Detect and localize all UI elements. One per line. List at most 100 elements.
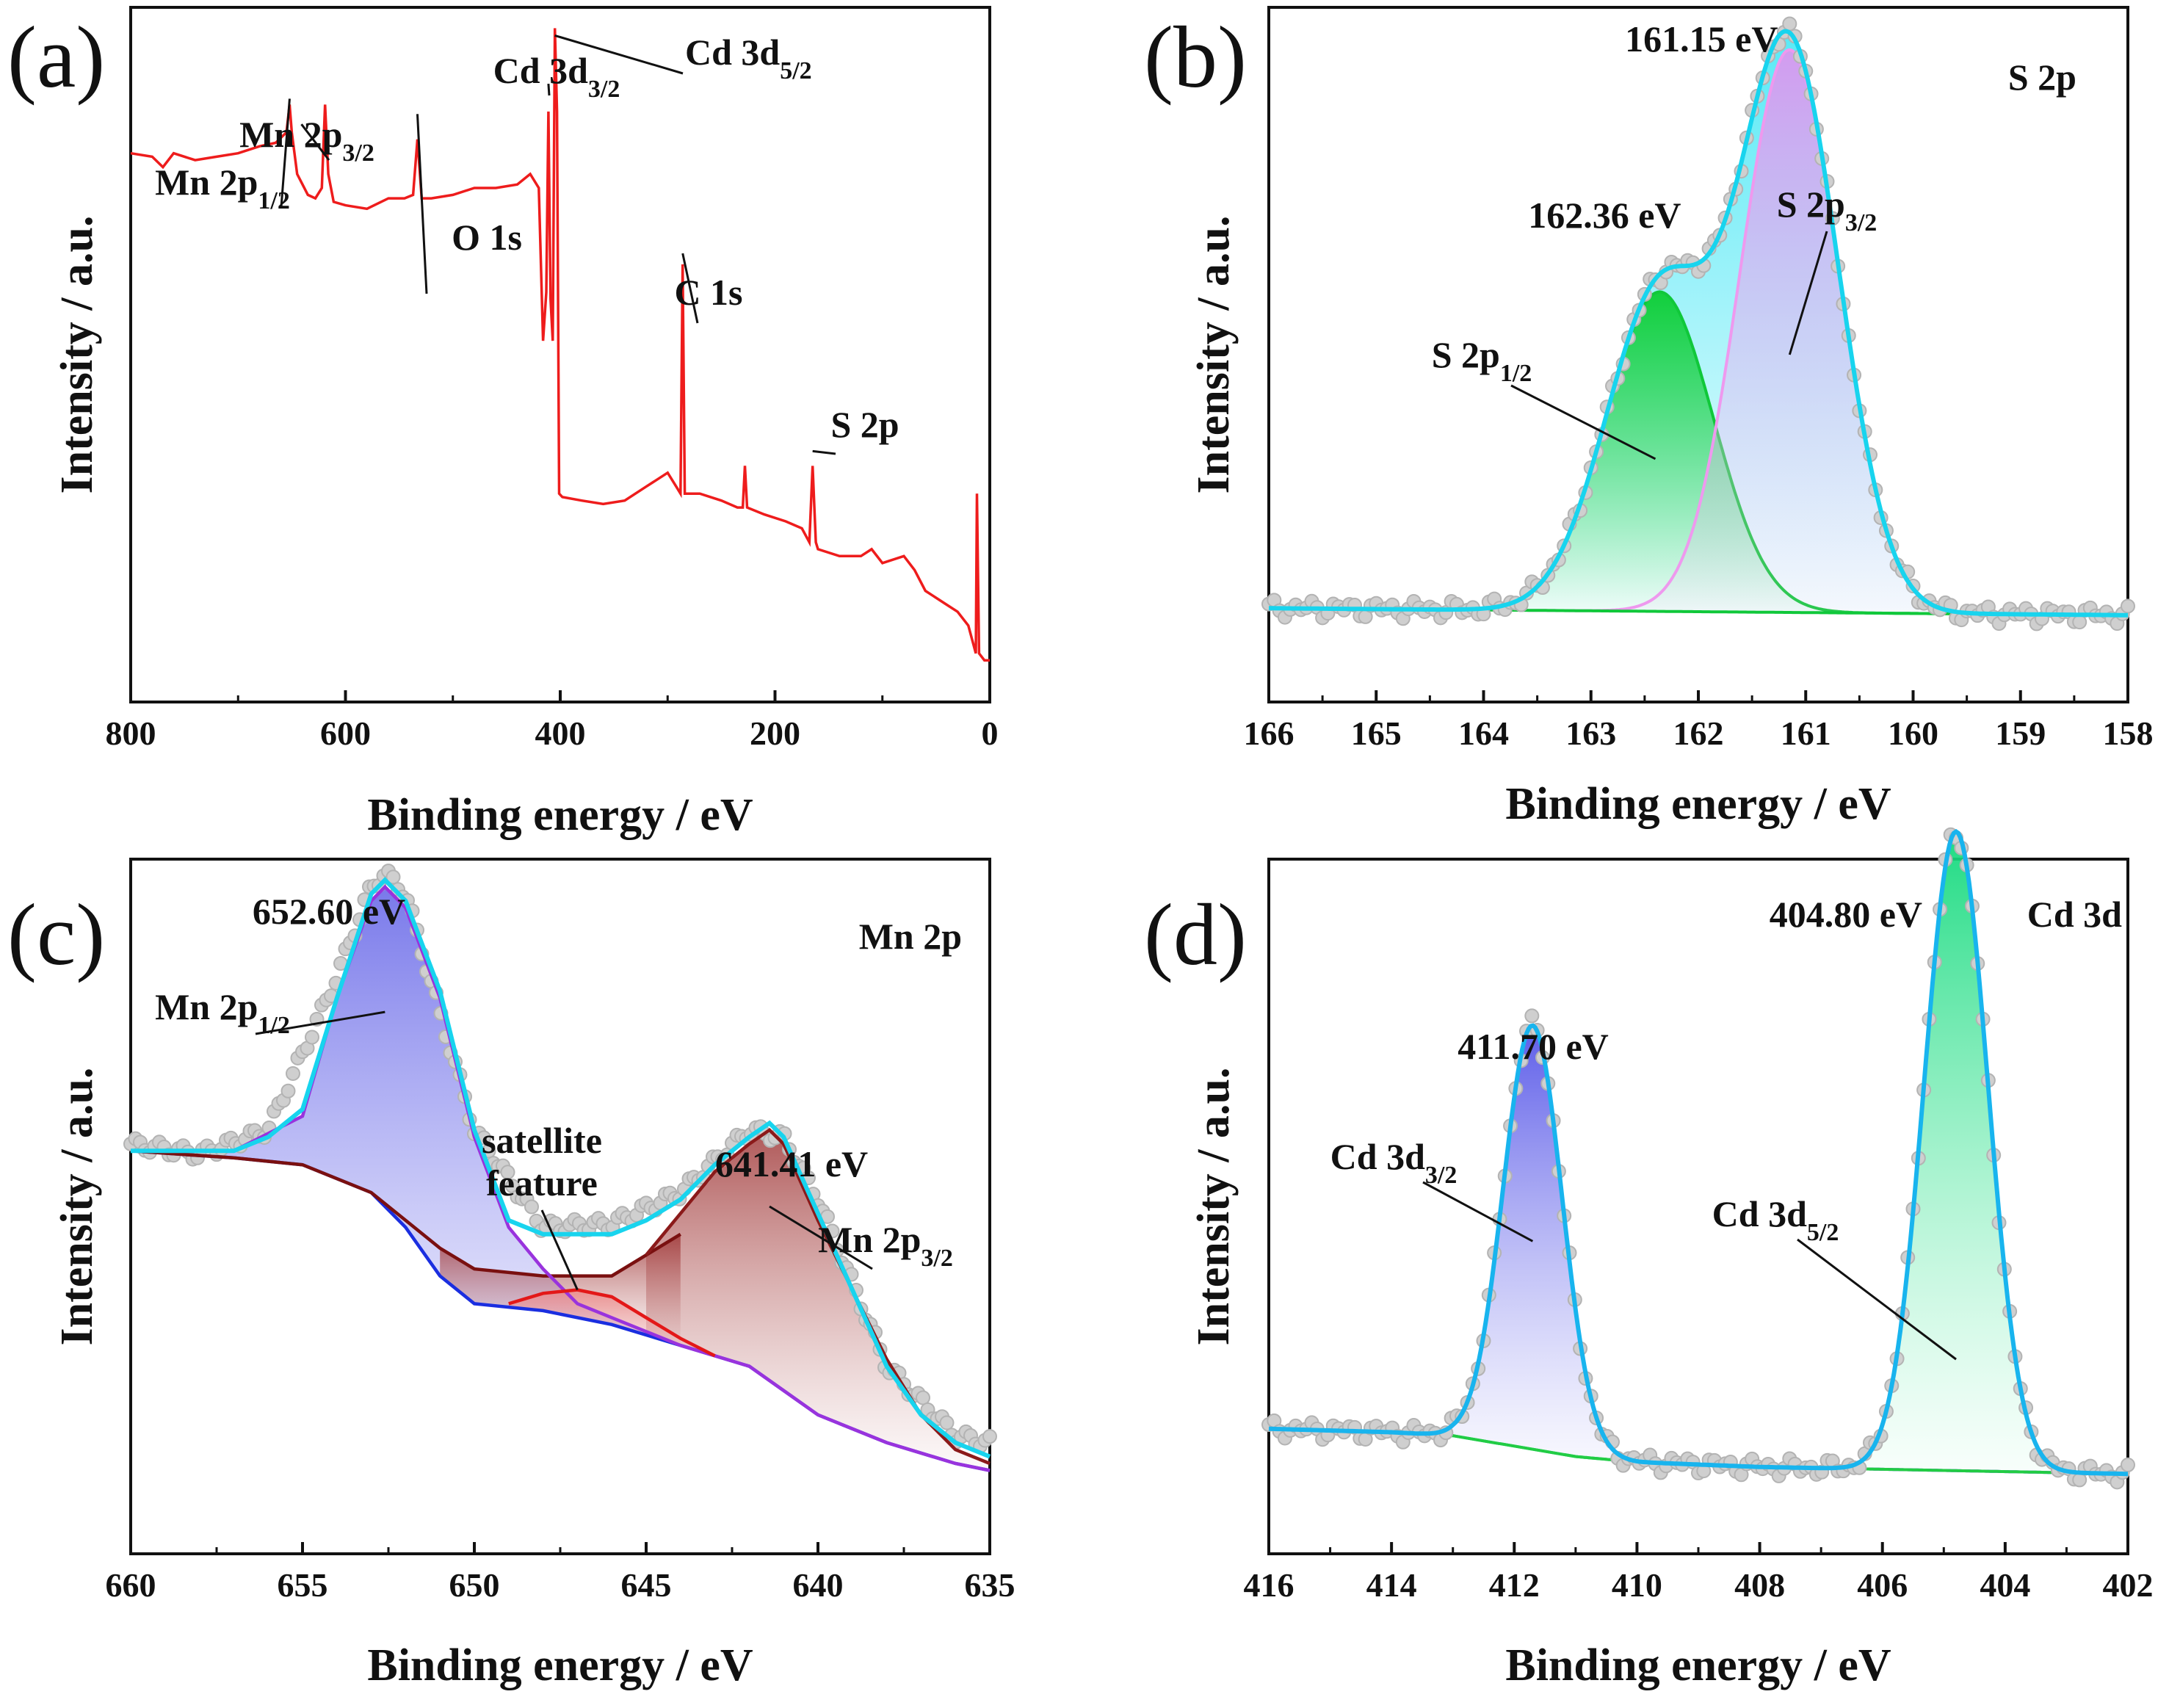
panel-b-plot [1261, 16, 2135, 632]
label-mn-2p32-leader-line [300, 123, 330, 161]
label-cd-3d52: Cd 3d5/2 [1712, 1193, 1839, 1246]
raw-data-point [280, 1083, 296, 1099]
label-s-2p12-leader-line [1510, 384, 1656, 460]
peak-label-162: 162.36 eV [1528, 195, 1681, 236]
raw-data-point [385, 869, 401, 885]
x-tick-label: 645 [621, 1566, 672, 1604]
label-mn-2p12-text: Mn 2p [155, 986, 258, 1027]
panel-d-title: Cd 3d [2027, 894, 2122, 935]
x-tick-label: 164 [1458, 714, 1509, 752]
label-mn-2p32-subscript: 3/2 [921, 1245, 952, 1272]
x-tick-label: 200 [750, 714, 800, 752]
label-cd-3d52: Cd 3d5/2 [685, 32, 812, 84]
survey-spectrum-line [130, 28, 990, 662]
label-mn-2p32-text: Mn 2p [818, 1219, 921, 1260]
x-tick-label: 160 [1888, 714, 1938, 752]
panel-b: 166 165 164 163 162 161 160 159 158 161.15 eV 162… [1244, 6, 2154, 752]
x-tick-label: 406 [1857, 1566, 1908, 1604]
peak-label-652: 652.60 eV [253, 891, 405, 932]
x-tick-label: 416 [1244, 1566, 1294, 1604]
panel-b-x-axis-label: Binding energy / eV [1505, 779, 1891, 829]
panel-c-plot [123, 864, 997, 1472]
raw-data-point [305, 1029, 319, 1045]
label-c-1s-text: C 1s [674, 272, 742, 313]
component-fill-2 [1269, 831, 2128, 1474]
label-s-2p12-subscript: 1/2 [1500, 360, 1532, 387]
peak-label-162-text: 162.36 eV [1528, 195, 1681, 236]
x-tick-label: 408 [1734, 1566, 1785, 1604]
raw-data-point [2121, 1457, 2135, 1472]
label-s-2p12-text: S 2p [1432, 334, 1500, 375]
label-cd-3d32-subscript: 3/2 [588, 76, 620, 103]
label-cd-3d32-leader-line [1422, 1181, 1534, 1242]
label-mn-2p12-subscript: 1/2 [258, 187, 289, 214]
mn-2p32-fill [646, 1129, 990, 1471]
x-tick-label: 800 [106, 714, 156, 752]
label-s-2p32-subscript: 3/2 [1845, 209, 1877, 236]
panel-b-label: (b) [1144, 8, 1247, 106]
label-cd-3d52-leader-line [554, 34, 684, 75]
label-mn-2p32-text: Mn 2p [239, 114, 342, 155]
panel-c-plot-frame [129, 858, 991, 1555]
label-c-1s: C 1s [674, 272, 742, 313]
label-s-2p32-text: S 2p [1777, 184, 1845, 225]
label-mn-2p12-leader-line [280, 98, 291, 208]
label-o-1s-text: O 1s [452, 217, 522, 258]
x-tick-label: 161 [1781, 714, 1831, 752]
panel-a-plot-frame [129, 6, 991, 703]
raw-data-point [1782, 16, 1797, 32]
label-s-2p-text: S 2p [830, 404, 899, 445]
peak-label-641: 641.41 eV [715, 1143, 868, 1184]
label-s-2p: S 2p [830, 404, 899, 445]
raw-data-point [982, 1429, 997, 1444]
raw-data-point [916, 1390, 930, 1405]
label-cd-3d32-text: Cd 3d [1330, 1136, 1425, 1177]
peak-label-411-text: 411.70 eV [1458, 1026, 1609, 1067]
x-tick-label: 410 [1612, 1566, 1662, 1604]
x-tick-label: 402 [2103, 1566, 2154, 1604]
panel-d: 416 414 412 410 408 406 404 402 411.70 eV 404.80… [1244, 827, 2154, 1604]
label-mn-2p12-text: Mn 2p [155, 162, 258, 203]
envelope-curve [131, 877, 991, 1459]
x-tick-label: 635 [965, 1566, 1015, 1604]
panel-b-xticks: 166 165 164 163 162 161 160 159 158 [1244, 690, 2154, 752]
raw-data-point [500, 1165, 515, 1180]
panel-d-plot [1261, 827, 2135, 1490]
label-o-1s-leader-line [416, 114, 428, 294]
label-mn-2p12: Mn 2p1/2 [155, 162, 290, 214]
panel-c-y-axis-label: Intensity / a.u. [52, 1068, 102, 1346]
peak-label-411: 411.70 eV [1458, 1026, 1609, 1067]
panel-b-title: S 2p [2008, 57, 2076, 98]
label-mn-2p32: Mn 2p3/2 [818, 1219, 953, 1272]
mn-2p12-fill [131, 886, 990, 1471]
x-tick-label: 650 [449, 1566, 500, 1604]
label-feature-leader-line [540, 1209, 579, 1291]
peak-label-161: 161.15 eV [1625, 18, 1778, 59]
component-fill-1 [1269, 292, 2128, 615]
x-tick-label: 600 [320, 714, 371, 752]
label-satellite-text: satellite [482, 1120, 602, 1161]
x-tick-label: 404 [1980, 1566, 2030, 1604]
label-c-1s-leader-line [681, 253, 699, 324]
x-tick-label: 414 [1366, 1566, 1417, 1604]
label-cd-3d52-subscript: 5/2 [1807, 1219, 1839, 1246]
raw-data-point [1524, 1008, 1540, 1024]
fit-curve-2 [130, 1149, 681, 1278]
panel-c-title: Mn 2p [859, 916, 962, 957]
panel-a-x-axis-label: Binding energy / eV [367, 790, 753, 840]
label-mn-2p12-leader-line [255, 1010, 385, 1035]
envelope-fill [1269, 31, 2128, 615]
label-cd-3d32: Cd 3d3/2 [1330, 1136, 1458, 1189]
label-s-2p12: S 2p1/2 [1432, 334, 1532, 387]
x-tick-label: 0 [982, 714, 999, 752]
raw-data-point [524, 1199, 539, 1215]
panel-d-x-axis-label: Binding energy / eV [1505, 1640, 1891, 1690]
panel-a-plot [130, 28, 990, 662]
fit-curve-4 [508, 1288, 716, 1358]
label-cd-3d32-subscript: 3/2 [1425, 1162, 1457, 1189]
